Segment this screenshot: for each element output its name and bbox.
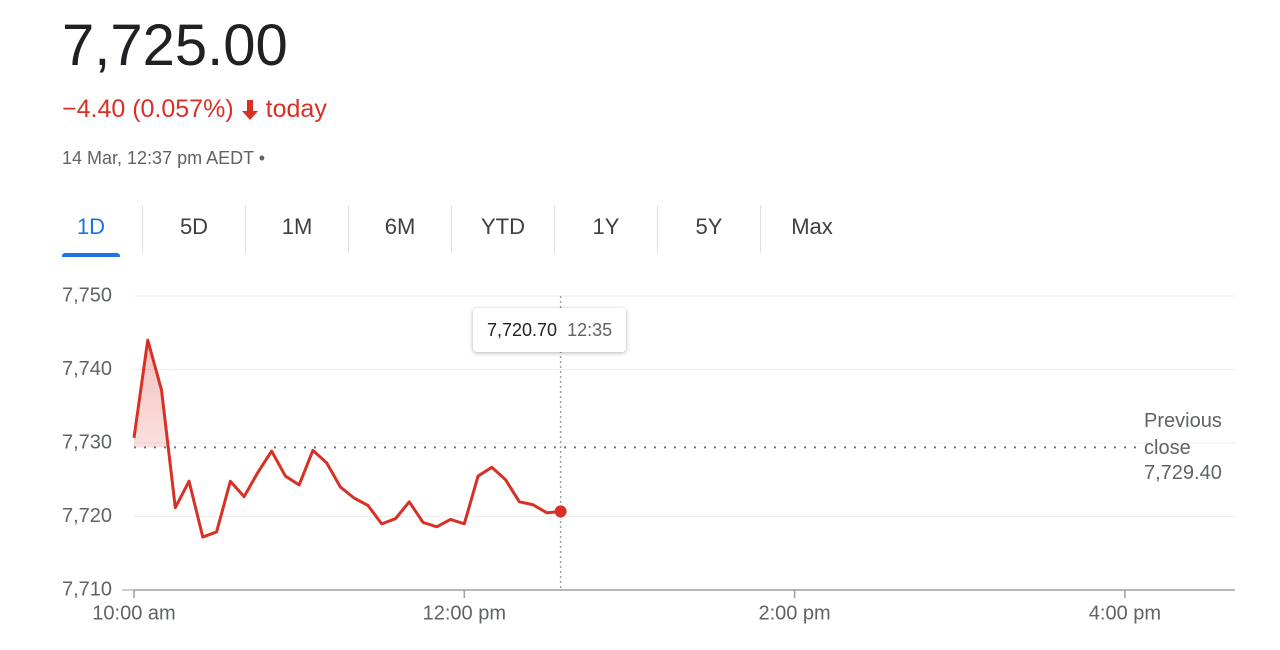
range-tabs: 1D 5D 1M 6M YTD 1Y 5Y Max	[40, 205, 863, 257]
range-tab[interactable]: 1D	[40, 205, 142, 257]
x-tick-label: 10:00 am	[92, 602, 175, 624]
y-tick-label: 7,720	[62, 505, 112, 527]
y-tick-label: 7,710	[62, 578, 112, 600]
change-row: −4.40 (0.057%) today	[62, 95, 327, 124]
range-tab[interactable]: 5Y	[657, 205, 760, 253]
previous-close-value: 7,729.40	[1144, 462, 1222, 484]
period: today	[265, 95, 327, 123]
x-tick-label: 2:00 pm	[758, 602, 830, 624]
down-arrow	[241, 99, 258, 120]
range-tab[interactable]: YTD	[451, 205, 554, 253]
x-tick-label: 12:00 pm	[423, 602, 506, 624]
range-tab[interactable]: 1Y	[554, 205, 657, 253]
y-tick-label: 7,750	[62, 284, 112, 306]
tooltip: 7,720.70 12:35	[473, 308, 627, 352]
y-tick-label: 7,730	[62, 431, 112, 453]
tooltip-value: 7,720.70	[487, 319, 558, 340]
range-tab[interactable]: 1M	[245, 205, 348, 253]
price: 7,725.00	[62, 13, 288, 78]
x-tick-label: 4:00 pm	[1089, 602, 1161, 624]
timestamp: 14 Mar, 12:37 pm AEDT •	[62, 148, 266, 168]
range-tab[interactable]: 6M	[348, 205, 451, 253]
current-point	[554, 505, 567, 518]
change: −4.40 (0.057%)	[62, 95, 234, 123]
price-line	[132, 338, 561, 539]
previous-close-label: Previous close	[1144, 410, 1222, 459]
range-tab[interactable]: 5D	[142, 205, 245, 253]
tooltip-time: 12:35	[567, 319, 613, 340]
y-tick-label: 7,740	[62, 358, 112, 380]
range-tab[interactable]: Max	[760, 205, 863, 253]
